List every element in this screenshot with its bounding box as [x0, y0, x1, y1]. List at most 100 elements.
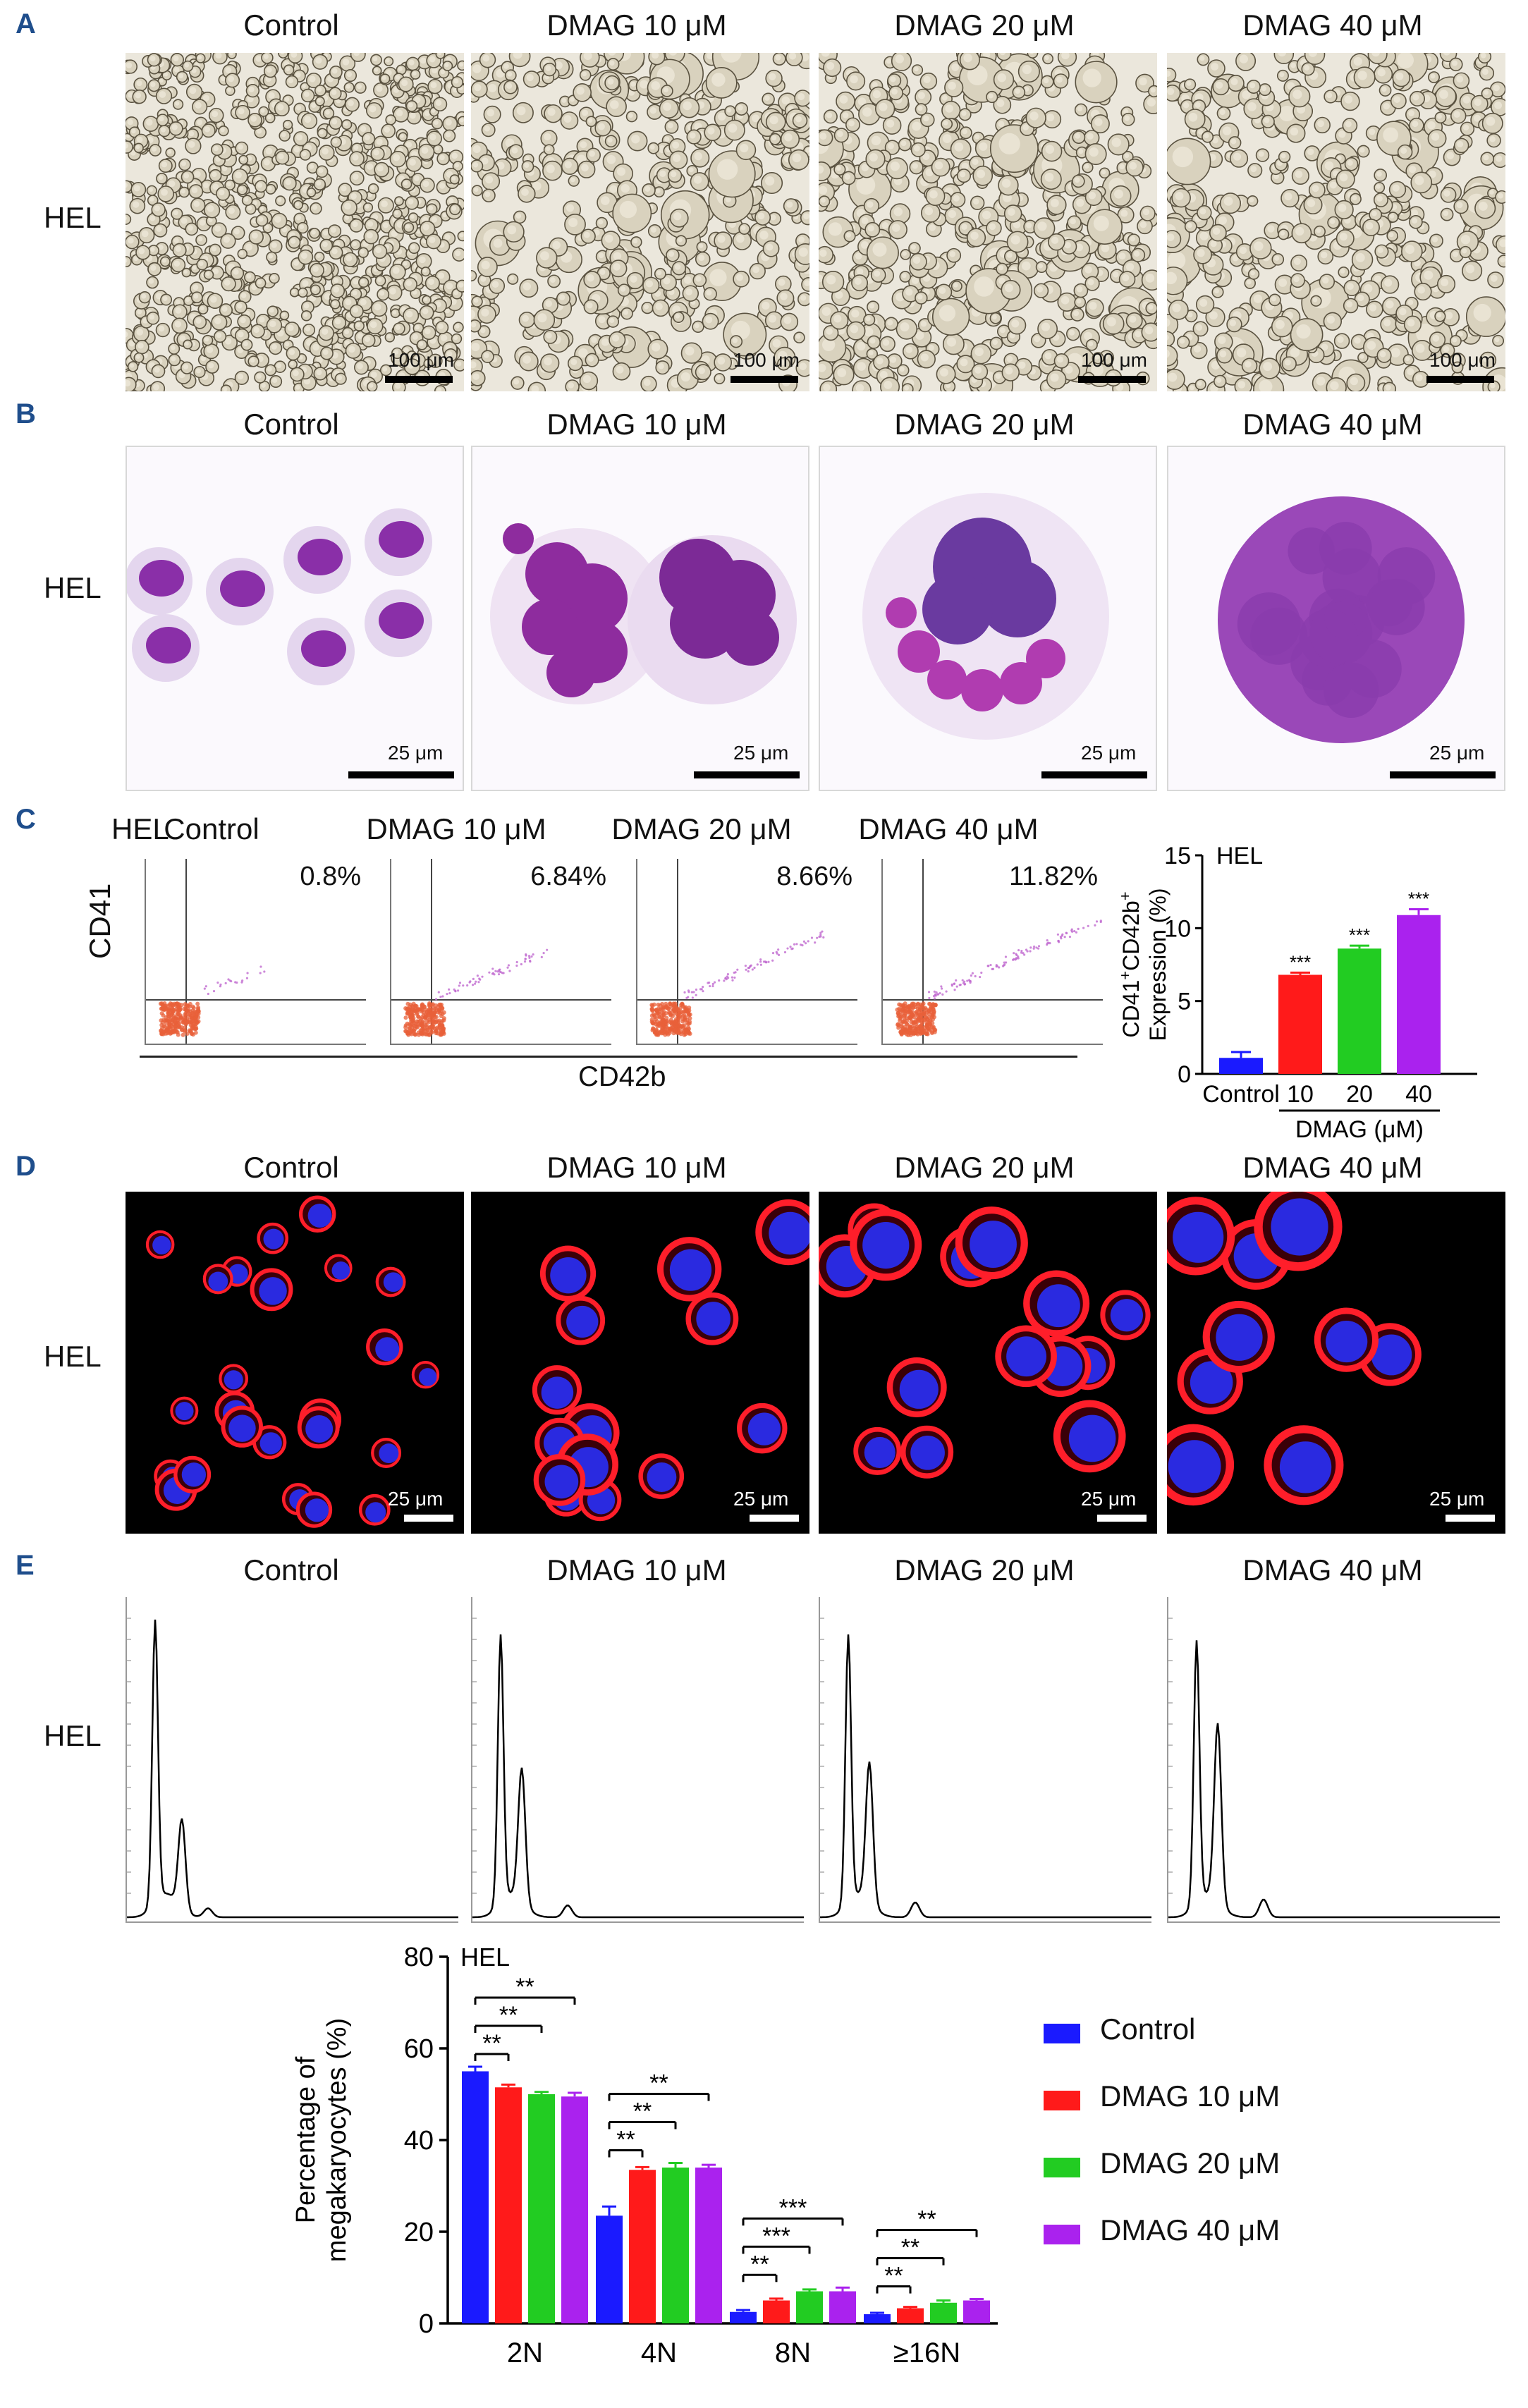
flow-dots-3	[883, 859, 1110, 1044]
stained-cells-1	[490, 523, 797, 704]
e-bar-1-2	[662, 2168, 689, 2323]
e-bar-2-3	[829, 2291, 856, 2323]
e-bar-3-1	[897, 2308, 924, 2323]
scale-bar-label-a-2: 100 μm	[1081, 349, 1147, 371]
stained-cells-3	[1218, 496, 1465, 743]
condition-title-a-3: DMAG 40 μM	[1242, 8, 1423, 42]
scale-bar-d-1	[750, 1515, 799, 1522]
scale-bar-label-b-2: 25 μm	[1081, 742, 1137, 764]
e-bar-2-1	[763, 2300, 790, 2323]
e-y-tick-label: 20	[404, 2218, 434, 2247]
ploidy-legend: Control DMAG 10 μM DMAG 20 μM DMAG 40 μM	[1044, 2010, 1467, 2292]
cd41-cd42b-bar-chart: 0 5 10 15 HEL CD41+CD42b+ Expression (%) Contro…	[1116, 843, 1477, 1143]
stained-cells-2	[862, 493, 1109, 740]
ploidy-trace-2	[820, 1618, 1151, 1919]
scale-bar-label-b-3: 25 μm	[1429, 742, 1485, 764]
e-bar-2-2	[796, 2291, 823, 2323]
panel-label-c: C	[16, 804, 36, 835]
e-bar-0-2	[528, 2094, 555, 2323]
scale-bar-d-3	[1446, 1515, 1495, 1522]
flow-plot-3	[881, 859, 1110, 1045]
e-x-label-2: 8N	[775, 2337, 811, 2369]
ploidy-histogram-3	[1167, 1597, 1500, 1923]
e-sig-2-0: **	[750, 2251, 769, 2278]
fluorescence-cells-1	[532, 1199, 809, 1522]
c-y-tick-label: 10	[1164, 915, 1191, 942]
panel-label-e: E	[16, 1550, 35, 1581]
ploidy-trace-1	[472, 1618, 804, 1919]
fluorescence-cells-0	[145, 1195, 440, 1528]
condition-title-d-0: Control	[243, 1151, 339, 1184]
e-bar-1-1	[629, 2170, 656, 2323]
ploidy-bar-chart: 0 20 40 60 80 HEL Percentage of megakaryocytes …	[291, 1943, 998, 2369]
scale-bar-a-2	[1078, 376, 1146, 383]
condition-title-b-3: DMAG 40 μM	[1242, 408, 1423, 441]
e-y-label-line2: megakaryocytes (%)	[322, 2018, 352, 2262]
scale-bar-label-a-1: 100 μm	[733, 349, 800, 371]
flow-percent-3: 11.82%	[1008, 862, 1098, 891]
e-bar-0-0	[462, 2071, 489, 2323]
e-bar-3-3	[963, 2300, 990, 2323]
condition-title-d-1: DMAG 10 μM	[546, 1151, 727, 1184]
e-sig-2-2: ***	[779, 2194, 807, 2221]
c-y-tick-label: 15	[1164, 843, 1191, 869]
panel-label-b: B	[16, 398, 36, 429]
e-chart-title: HEL	[460, 1943, 510, 1972]
flow-condition-2: DMAG 20 μM	[611, 812, 792, 845]
e-bar-1-0	[596, 2216, 623, 2323]
condition-title-b-2: DMAG 20 μM	[894, 408, 1075, 441]
row-label-e: HEL	[44, 1719, 102, 1752]
condition-title-e-2: DMAG 20 μM	[894, 1553, 1075, 1587]
fluorescence-cells-3	[1167, 1192, 1422, 1506]
stained-cells-0	[127, 508, 432, 685]
scale-bar-label-a-0: 100 μm	[388, 349, 454, 371]
c-y-tick-label: 0	[1178, 1061, 1191, 1088]
fluorescence-image-3	[1167, 1192, 1505, 1534]
legend-label-2: DMAG 20 μM	[1100, 2146, 1281, 2180]
legend-label-1: DMAG 10 μM	[1100, 2079, 1281, 2113]
c-x-label-3: 40	[1405, 1081, 1432, 1108]
fluorescence-image-0	[126, 1192, 464, 1534]
scale-bar-b-3	[1390, 771, 1496, 778]
flow-percent-1: 6.84%	[530, 862, 606, 891]
e-bar-3-0	[864, 2314, 891, 2323]
c-sig-3: ***	[1408, 888, 1429, 909]
e-bar-1-3	[695, 2168, 722, 2323]
fluorescence-image-2	[819, 1192, 1157, 1534]
e-x-label-1: 4N	[641, 2337, 677, 2369]
legend-swatch-0	[1044, 2024, 1080, 2043]
row-label-a: HEL	[44, 201, 102, 234]
c-sig-2: ***	[1349, 924, 1370, 946]
e-sig-1-2: **	[649, 2070, 668, 2097]
panel-label-a: A	[16, 8, 36, 39]
c-bar-3	[1397, 915, 1441, 1074]
condition-title-a-0: Control	[243, 8, 339, 42]
panel-label-d: D	[16, 1151, 36, 1182]
brightfield-image-0	[126, 53, 464, 391]
cd41-axis-label: CD41	[83, 883, 116, 959]
c-x-label-2: 20	[1346, 1081, 1373, 1108]
legend-swatch-2	[1044, 2158, 1080, 2177]
e-bar-2-0	[730, 2311, 757, 2323]
brightfield-cells-2	[819, 53, 1157, 391]
c-x-label-1: 10	[1287, 1081, 1314, 1108]
stained-image-0	[126, 446, 464, 791]
e-sig-3-2: **	[917, 2206, 936, 2233]
flow-dots-0	[146, 859, 366, 1044]
condition-title-d-3: DMAG 40 μM	[1242, 1151, 1423, 1184]
e-y-tick-label: 0	[419, 2309, 434, 2339]
ploidy-histogram-1	[471, 1597, 804, 1923]
c-chart-title: HEL	[1216, 843, 1263, 869]
c-group-label: DMAG (μM)	[1295, 1116, 1424, 1143]
stained-image-2	[819, 446, 1157, 791]
e-sig-0-0: **	[482, 2030, 501, 2057]
brightfield-cells-3	[1167, 53, 1505, 391]
scale-bar-label-d-1: 25 μm	[733, 1488, 789, 1510]
c-bar-1	[1278, 974, 1322, 1074]
condition-title-e-0: Control	[243, 1553, 339, 1587]
flow-plot-1	[390, 859, 611, 1045]
stained-image-1	[471, 446, 809, 791]
e-x-label-3: ≥16N	[893, 2337, 960, 2369]
c-bar-0	[1219, 1058, 1263, 1074]
flow-plot-2	[636, 859, 857, 1045]
